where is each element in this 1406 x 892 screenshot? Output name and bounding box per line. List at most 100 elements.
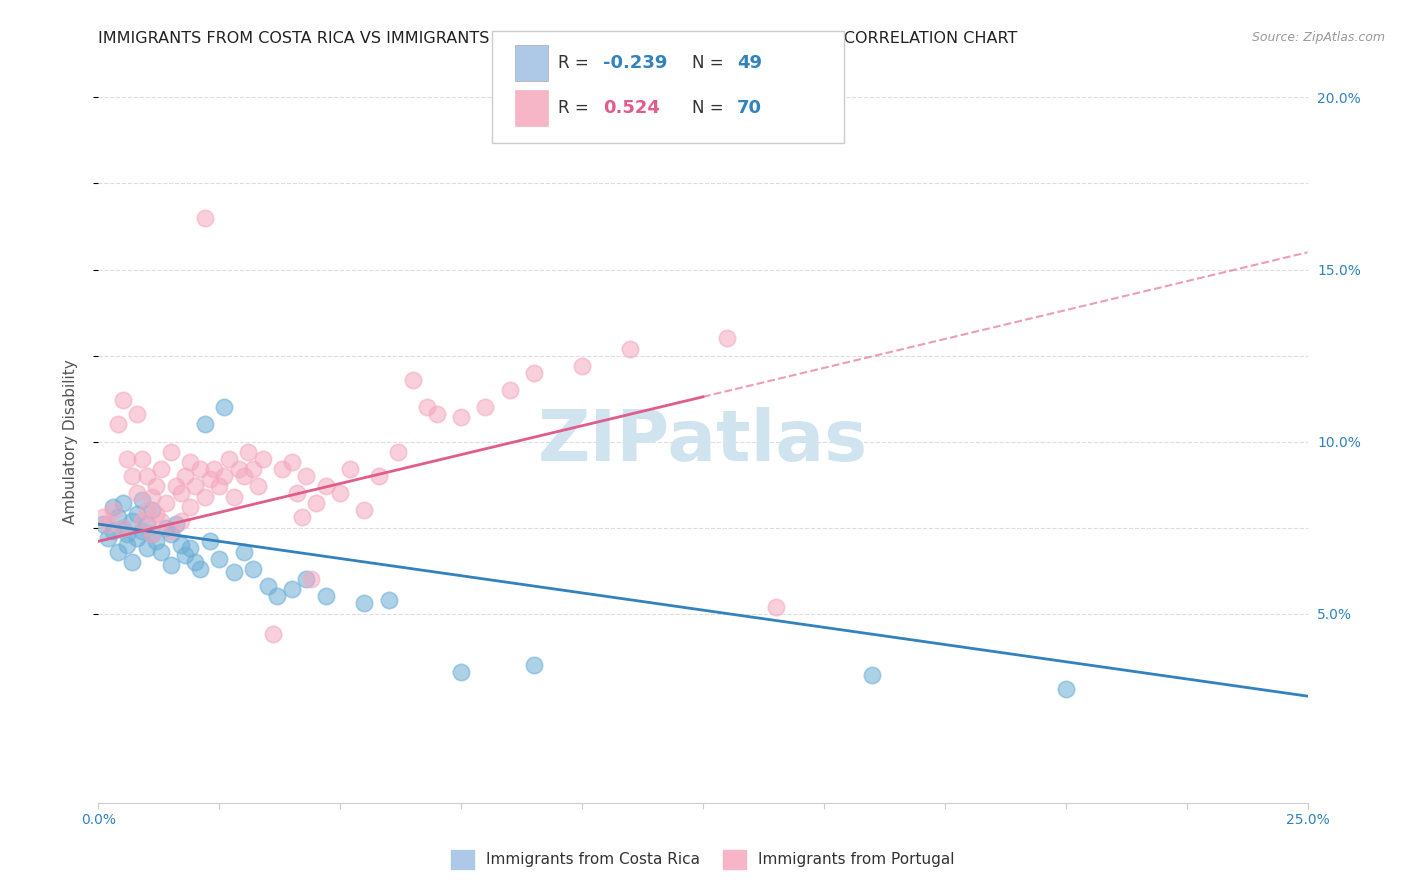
Point (377, 592, 399, 607)
Point (194, 417, 217, 432)
Point (165, 517, 187, 532)
Point (198, 534, 221, 549)
Point (160, 445, 183, 459)
Point (174, 469, 197, 483)
Point (160, 558, 183, 573)
Point (271, 462, 294, 476)
Point (184, 555, 207, 569)
Point (256, 579, 278, 593)
Point (127, 486, 149, 500)
Point (131, 451, 153, 466)
Point (179, 455, 201, 469)
Point (131, 493, 153, 508)
Point (127, 507, 149, 521)
Point (107, 544, 129, 558)
Point (353, 596, 375, 610)
Point (474, 400, 496, 414)
Point (150, 544, 173, 558)
Point (174, 548, 197, 562)
Text: N =: N = (692, 99, 728, 117)
Point (208, 551, 231, 566)
Point (169, 514, 191, 528)
Point (339, 462, 361, 476)
Point (281, 582, 304, 597)
Point (198, 472, 221, 486)
Y-axis label: Ambulatory Disability: Ambulatory Disability (63, 359, 77, 524)
Point (179, 500, 201, 514)
Point (101, 524, 124, 538)
Point (315, 590, 337, 604)
Point (232, 544, 254, 558)
Point (155, 520, 177, 534)
Point (218, 451, 240, 466)
Point (97, 531, 120, 545)
Point (107, 510, 129, 524)
Point (127, 531, 149, 545)
Point (368, 469, 391, 483)
Legend: Immigrants from Costa Rica, Immigrants from Portugal: Immigrants from Costa Rica, Immigrants f… (446, 844, 960, 875)
Point (416, 400, 439, 414)
Point (135, 503, 157, 517)
Point (121, 555, 143, 569)
Point (402, 373, 425, 387)
Point (1054, 682, 1077, 697)
Point (141, 490, 163, 504)
Point (242, 462, 264, 476)
Point (121, 514, 143, 528)
Point (353, 503, 375, 517)
Text: N =: N = (692, 54, 728, 72)
Point (716, 331, 738, 345)
Point (204, 462, 226, 476)
Point (450, 410, 472, 425)
Point (765, 599, 787, 614)
Point (145, 534, 167, 549)
Text: -0.239: -0.239 (603, 54, 668, 72)
Point (188, 462, 211, 476)
Point (619, 342, 641, 356)
Point (131, 524, 153, 538)
Point (135, 541, 157, 556)
Point (160, 524, 183, 538)
Point (212, 400, 235, 414)
Point (111, 520, 134, 534)
Point (222, 566, 245, 580)
Point (165, 479, 187, 493)
Point (247, 479, 270, 493)
Point (117, 451, 139, 466)
Text: R =: R = (558, 54, 595, 72)
Point (150, 462, 173, 476)
Point (295, 469, 318, 483)
Point (91, 517, 114, 532)
Point (571, 359, 593, 373)
Point (150, 514, 173, 528)
Point (179, 541, 201, 556)
Point (127, 407, 149, 421)
Text: R =: R = (558, 99, 595, 117)
Point (145, 479, 167, 493)
Point (262, 627, 284, 641)
Point (426, 407, 449, 421)
Point (295, 572, 318, 586)
Point (290, 510, 312, 524)
Point (141, 527, 163, 541)
Point (242, 562, 264, 576)
Point (212, 469, 235, 483)
Point (91, 510, 114, 524)
Text: 70: 70 (737, 99, 762, 117)
Point (135, 517, 157, 532)
Point (238, 445, 260, 459)
Point (111, 496, 134, 510)
Point (111, 393, 134, 408)
Point (232, 469, 254, 483)
Point (117, 527, 139, 541)
Point (208, 479, 231, 493)
Point (141, 527, 163, 541)
Point (222, 490, 245, 504)
Point (194, 490, 217, 504)
Point (135, 469, 157, 483)
Point (315, 479, 337, 493)
Point (117, 538, 139, 552)
Text: ZIPatlas: ZIPatlas (538, 407, 868, 476)
Point (252, 451, 274, 466)
Point (523, 366, 546, 380)
